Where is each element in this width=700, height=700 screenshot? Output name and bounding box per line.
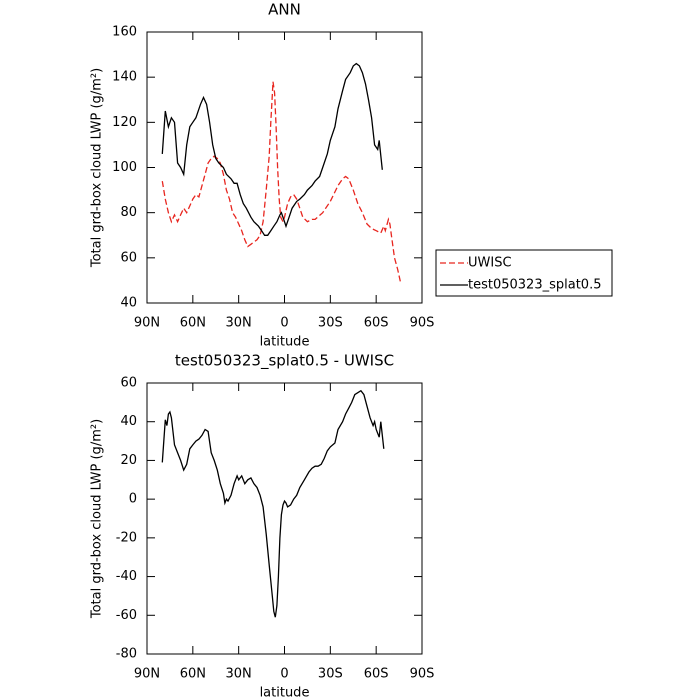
x-tick-label: 90S: [410, 316, 435, 331]
x-tick-label: 60N: [180, 316, 206, 331]
y-tick-label: 80: [120, 205, 137, 220]
y-tick-label: 40: [120, 296, 137, 311]
y-tick-label: 60: [120, 250, 137, 265]
data-line: [161, 389, 385, 618]
y-tick-label: -80: [116, 647, 137, 662]
x-tick-label: 30N: [226, 316, 252, 331]
x-tick-label: 30N: [226, 667, 252, 682]
y-tick-label: 40: [120, 414, 137, 429]
x-tick-label: 0: [280, 667, 288, 682]
y-tick-label: -60: [116, 608, 137, 623]
y-tick-label: 0: [129, 492, 137, 507]
plot-frame: [146, 382, 423, 655]
y-tick-label: 120: [112, 115, 137, 130]
x-tick-label: 90S: [410, 667, 435, 682]
chart-title: ANN: [268, 1, 301, 19]
chart-title: test050323_splat0.5 - UWISC: [175, 352, 394, 371]
y-tick-label: 20: [120, 453, 137, 468]
y-tick-label: 60: [120, 376, 137, 391]
x-tick-label: 0: [280, 316, 288, 331]
x-tick-label: 60S: [364, 667, 389, 682]
y-tick-label: 140: [112, 70, 137, 85]
x-tick-label: 30S: [318, 316, 343, 331]
legend-label: test050323_splat0.5: [468, 278, 601, 293]
y-tick-label: 100: [112, 160, 137, 175]
y-axis-label: Total grd-box cloud LWP (g/m²): [90, 68, 105, 268]
y-tick-label: 160: [112, 25, 137, 40]
data-line: [161, 81, 402, 283]
x-tick-label: 90N: [134, 316, 160, 331]
x-axis-label: latitude: [260, 686, 310, 700]
x-tick-label: 60S: [364, 316, 389, 331]
x-tick-label: 30S: [318, 667, 343, 682]
data-line: [161, 62, 383, 236]
y-tick-label: -40: [116, 569, 137, 584]
plot-frame: [146, 31, 423, 304]
y-axis-label: Total grd-box cloud LWP (g/m²): [90, 419, 105, 619]
x-tick-label: 90N: [134, 667, 160, 682]
x-axis-label: latitude: [260, 335, 310, 350]
legend-label: UWISC: [468, 256, 512, 271]
x-tick-label: 60N: [180, 667, 206, 682]
y-tick-label: -20: [116, 530, 137, 545]
legend-box: [435, 249, 613, 297]
